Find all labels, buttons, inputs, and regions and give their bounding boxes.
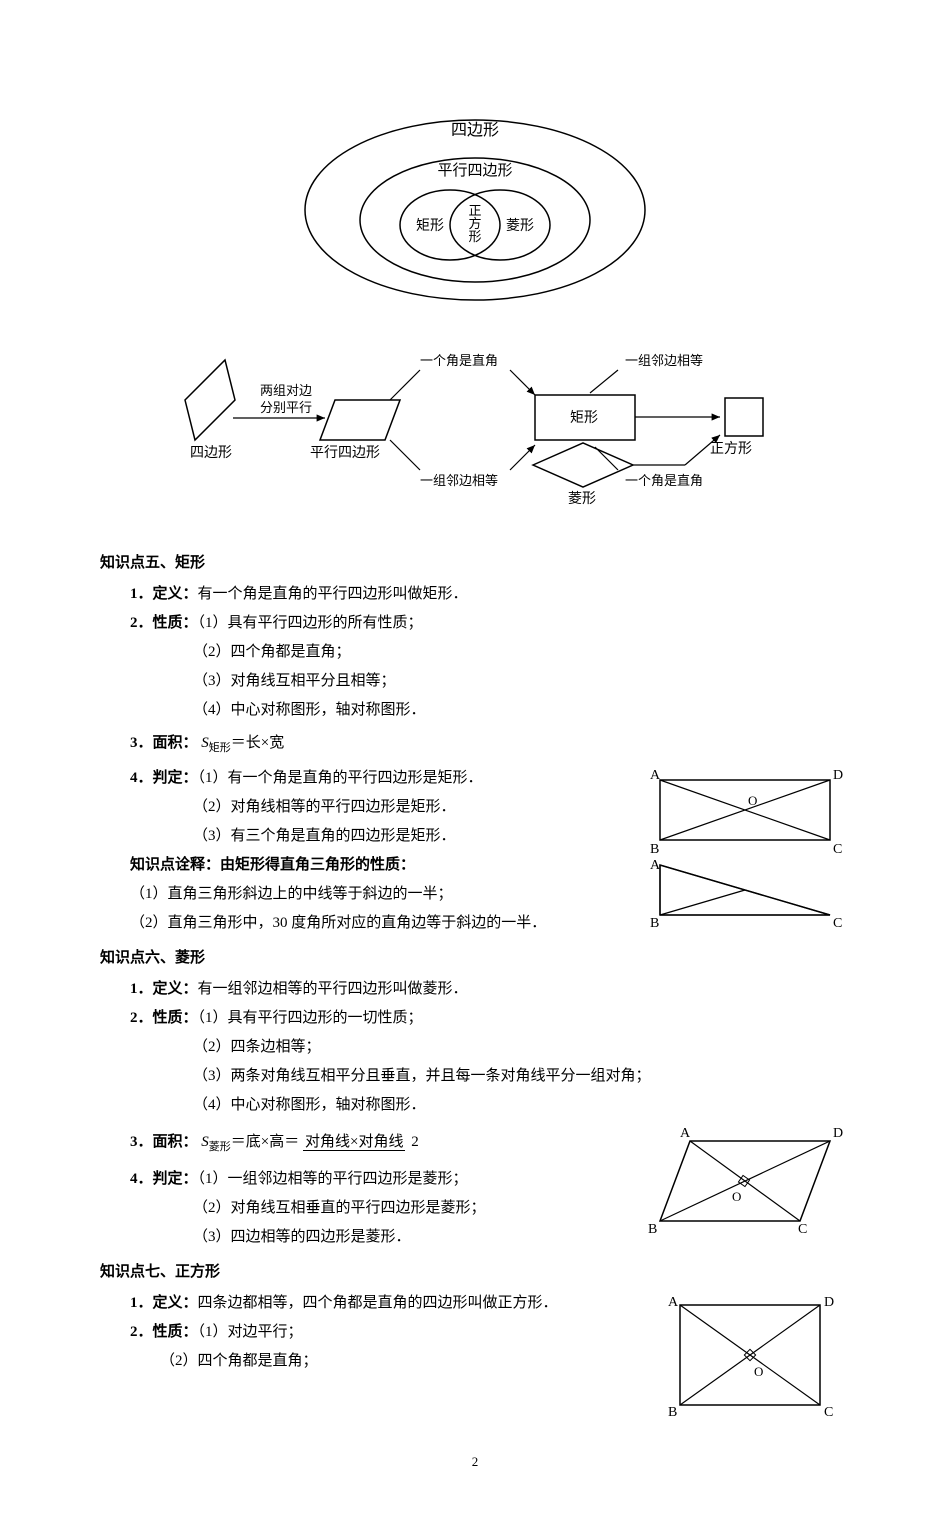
svg-text:C: C	[824, 1405, 833, 1420]
svg-text:C: C	[833, 916, 842, 930]
svg-text:A: A	[680, 1126, 691, 1141]
s5-def: 1．定义：1．定义：有一个角是直角的平行四边形叫做矩形．有一个角是直角的平行四边…	[100, 581, 850, 608]
svg-text:O: O	[748, 793, 757, 808]
s5-judge-block: 4．判定：（1）有一个角是直角的平行四边形是矩形． （2）对角线相等的平行四边形…	[100, 765, 850, 939]
flowchart: 四边形 两组对边 分别平行 平行四边形 一个角是直角 矩形 一组邻边相等 一组邻…	[100, 340, 850, 520]
svg-text:D: D	[824, 1295, 834, 1310]
s5-n2: （2）直角三角形中，30 度角所对应的直角边等于斜边的一半．	[100, 910, 600, 937]
svg-text:D: D	[833, 768, 843, 783]
s6-area-block: 3．面积： S菱形＝底×高＝ 对角线×对角线 2 4．判定：（1）一组邻边相等的…	[100, 1121, 850, 1253]
svg-text:四边形: 四边形	[190, 445, 232, 461]
s5-p4: （4）中心对称图形，轴对称图形．	[100, 697, 850, 724]
svg-text:O: O	[754, 1364, 763, 1379]
svg-text:菱形: 菱形	[506, 218, 534, 234]
s6-area: 3．面积： S菱形＝底×高＝ 对角线×对角线 2	[100, 1129, 600, 1158]
s7-def: 1．定义：四条边都相等，四个角都是直角的四边形叫做正方形．	[100, 1290, 600, 1317]
s5-note-title: 知识点诠释：由矩形得直角三角形的性质：	[100, 852, 600, 879]
section-7-title: 知识点七、正方形	[100, 1259, 850, 1286]
svg-text:B: B	[668, 1405, 677, 1420]
s6-p2: （2）四条边相等；	[100, 1034, 850, 1061]
svg-text:分别平行: 分别平行	[260, 400, 312, 415]
s7-block: 1．定义：四条边都相等，四个角都是直角的四边形叫做正方形． 2．性质：（1）对边…	[100, 1290, 850, 1420]
svg-text:B: B	[650, 842, 659, 855]
s6-prop: 2．性质：（1）具有平行四边形的一切性质；	[100, 1005, 850, 1032]
s5-j2: （2）对角线相等的平行四边形是矩形．	[100, 794, 600, 821]
rhombus-fig: A D B C O	[640, 1121, 850, 1241]
page-number: 2	[100, 1450, 850, 1473]
svg-text:B: B	[648, 1222, 657, 1237]
svg-text:A: A	[650, 768, 661, 783]
s5-judge: 4．判定：（1）有一个角是直角的平行四边形是矩形．	[100, 765, 600, 792]
svg-text:形: 形	[468, 229, 481, 244]
svg-text:一个角是直角: 一个角是直角	[625, 473, 703, 488]
s7-prop: 2．性质：（1）对边平行；	[100, 1319, 600, 1346]
svg-text:O: O	[732, 1189, 741, 1204]
page: 四边形 平行四边形 矩形 正 方 形 菱形 四边形 两组对边 分别平行	[0, 0, 950, 1513]
svg-text:C: C	[833, 842, 842, 855]
triangle-fig: A B C	[640, 855, 850, 930]
s6-judge: 4．判定：（1）一组邻边相等的平行四边形是菱形；	[100, 1166, 600, 1193]
section-5-title: 知识点五、矩形	[100, 550, 850, 577]
svg-text:C: C	[798, 1222, 807, 1237]
s5-j3: （3）有三个角是直角的四边形是矩形．	[100, 823, 600, 850]
s5-n1: （1）直角三角形斜边上的中线等于斜边的一半；	[100, 881, 600, 908]
s6-j3: （3）四边相等的四边形是菱形．	[100, 1224, 600, 1251]
s5-prop: 2．性质：（1）具有平行四边形的所有性质；	[100, 610, 850, 637]
section-6-title: 知识点六、菱形	[100, 945, 850, 972]
venn-diagram: 四边形 平行四边形 矩形 正 方 形 菱形	[100, 100, 850, 320]
svg-text:一组邻边相等: 一组邻边相等	[625, 353, 703, 368]
s5-p2: （2）四个角都是直角；	[100, 639, 850, 666]
svg-text:一个角是直角: 一个角是直角	[420, 353, 498, 368]
svg-text:平行四边形: 平行四边形	[310, 445, 380, 461]
s5-p3: （3）对角线互相平分且相等；	[100, 668, 850, 695]
svg-text:正方形: 正方形	[710, 441, 752, 457]
s6-p3: （3）两条对角线互相平分且垂直，并且每一条对角线平分一组对角；	[100, 1063, 850, 1090]
rect-diag-fig: A D B C O	[640, 765, 850, 855]
svg-text:四边形: 四边形	[451, 121, 499, 139]
s6-j2: （2）对角线互相垂直的平行四边形是菱形；	[100, 1195, 600, 1222]
svg-text:一组邻边相等: 一组邻边相等	[420, 473, 498, 488]
svg-text:A: A	[668, 1295, 679, 1310]
square-fig: A D B C O	[650, 1290, 850, 1420]
svg-text:平行四边形: 平行四边形	[437, 162, 512, 179]
svg-text:菱形: 菱形	[568, 491, 596, 507]
s6-def: 1．定义：有一组邻边相等的平行四边形叫做菱形．	[100, 976, 850, 1003]
svg-text:B: B	[650, 916, 659, 930]
svg-text:A: A	[650, 858, 661, 873]
s6-p4: （4）中心对称图形，轴对称图形．	[100, 1092, 850, 1119]
svg-text:矩形: 矩形	[570, 410, 598, 426]
svg-text:矩形: 矩形	[416, 218, 444, 234]
s7-p2: （2）四个角都是直角；	[100, 1348, 600, 1375]
svg-text:两组对边: 两组对边	[260, 383, 312, 398]
s5-area: 3．面积： S矩形＝长×宽	[100, 730, 850, 759]
svg-text:D: D	[833, 1126, 843, 1141]
